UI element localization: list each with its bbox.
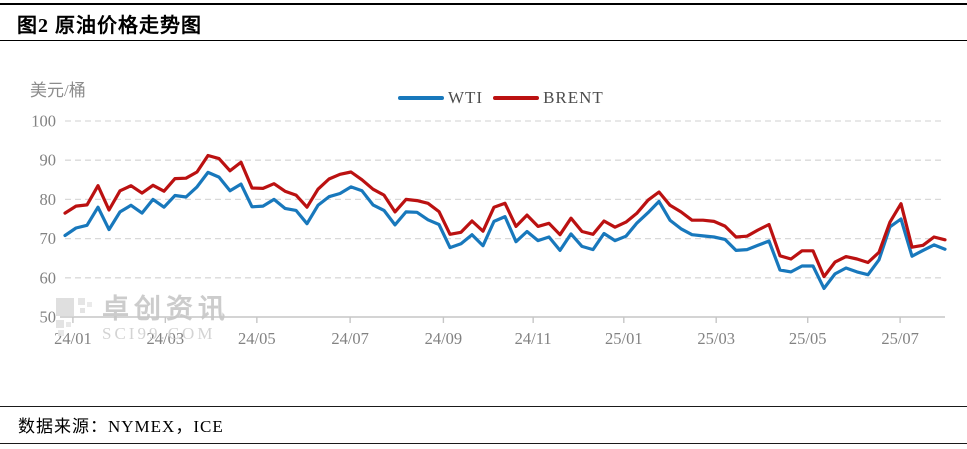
data-source-note: 数据来源：NYMEX，ICE xyxy=(18,417,224,436)
chart-legend: WTI BRENT xyxy=(398,88,604,108)
x-tick-label: 24/11 xyxy=(515,329,552,348)
wti-price-line xyxy=(63,170,947,290)
y-tick-label: 100 xyxy=(31,112,56,131)
x-tick-label: 25/07 xyxy=(881,329,919,348)
y-tick-label: 80 xyxy=(40,190,57,209)
y-tick-label: 50 xyxy=(40,308,57,327)
watermark-brand: 卓创资讯 xyxy=(102,294,230,324)
legend-item-brent: BRENT xyxy=(493,88,604,108)
watermark-text: 卓创资讯 SCI99.COM xyxy=(102,294,230,343)
top-divider xyxy=(0,3,967,5)
brent-price-line xyxy=(63,153,947,279)
legend-label-brent: BRENT xyxy=(543,88,604,107)
y-axis-unit-label: 美元/桶 xyxy=(30,81,86,100)
y-tick-label: 90 xyxy=(40,151,57,170)
footer: 数据来源：NYMEX，ICE xyxy=(0,406,967,444)
x-tick-label: 24/09 xyxy=(425,329,463,348)
y-tick-label: 70 xyxy=(40,229,57,248)
watermark: 卓创资讯 SCI99.COM xyxy=(56,296,230,342)
x-tick-label: 25/01 xyxy=(605,329,643,348)
header-divider xyxy=(0,40,967,41)
x-tick-label: 24/05 xyxy=(238,329,276,348)
wti-line-swatch-icon xyxy=(398,96,444,100)
page-title: 图2 原油价格走势图 xyxy=(17,15,202,37)
x-tick-label: 24/03 xyxy=(147,329,185,348)
x-tick-label: 25/05 xyxy=(789,329,827,348)
y-tick-label: 60 xyxy=(40,268,57,287)
x-tick-label: 24/07 xyxy=(331,329,369,348)
x-tick-label: 25/03 xyxy=(697,329,735,348)
legend-item-wti: WTI xyxy=(398,88,483,108)
sci99-logo-icon xyxy=(56,298,92,336)
watermark-site: SCI99.COM xyxy=(102,324,216,343)
legend-label-wti: WTI xyxy=(448,88,484,107)
brent-line-swatch-icon xyxy=(493,96,540,100)
